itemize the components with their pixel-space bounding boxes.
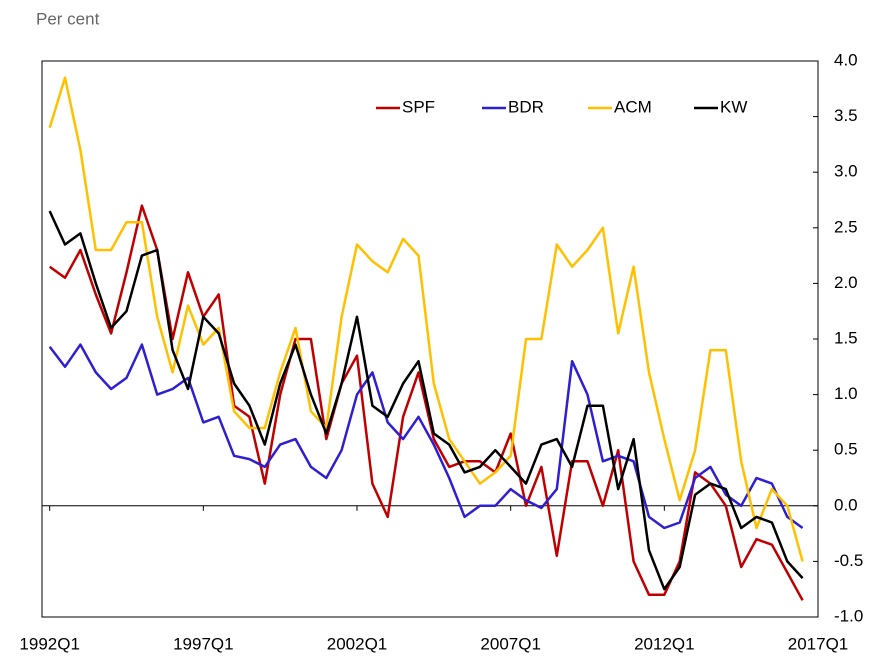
y-tick-label: -1.0 xyxy=(834,606,863,625)
series-line xyxy=(48,343,804,530)
x-tick-label: 2017Q1 xyxy=(788,634,849,653)
legend-label: ACM xyxy=(614,97,652,116)
y-tick-label: -0.5 xyxy=(834,551,863,570)
y-tick-label: 2.0 xyxy=(834,273,858,292)
legend-label: SPF xyxy=(402,97,435,116)
y-tick-label: 3.0 xyxy=(834,162,858,181)
y-tick-label: 2.5 xyxy=(834,217,858,236)
y-tick-label: 3.5 xyxy=(834,106,858,125)
y-tick-label: 4.0 xyxy=(834,50,858,69)
x-tick-label: 2007Q1 xyxy=(480,634,541,653)
series-line xyxy=(48,204,804,601)
x-tick-label: 2002Q1 xyxy=(327,634,388,653)
series-line xyxy=(48,76,804,562)
x-tick-label: 1992Q1 xyxy=(19,634,80,653)
x-tick-label: 1997Q1 xyxy=(173,634,234,653)
legend-label: KW xyxy=(720,97,747,116)
unit-label: Per cent xyxy=(36,9,100,28)
legend-label: BDR xyxy=(508,97,544,116)
plot-frame xyxy=(41,60,819,618)
x-tick-label: 2012Q1 xyxy=(634,634,695,653)
y-tick-label: 1.0 xyxy=(834,384,858,403)
series-line xyxy=(48,210,804,591)
y-tick-label: 0.5 xyxy=(834,440,858,459)
y-tick-label: 0.0 xyxy=(834,495,858,514)
y-tick-label: 1.5 xyxy=(834,328,858,347)
